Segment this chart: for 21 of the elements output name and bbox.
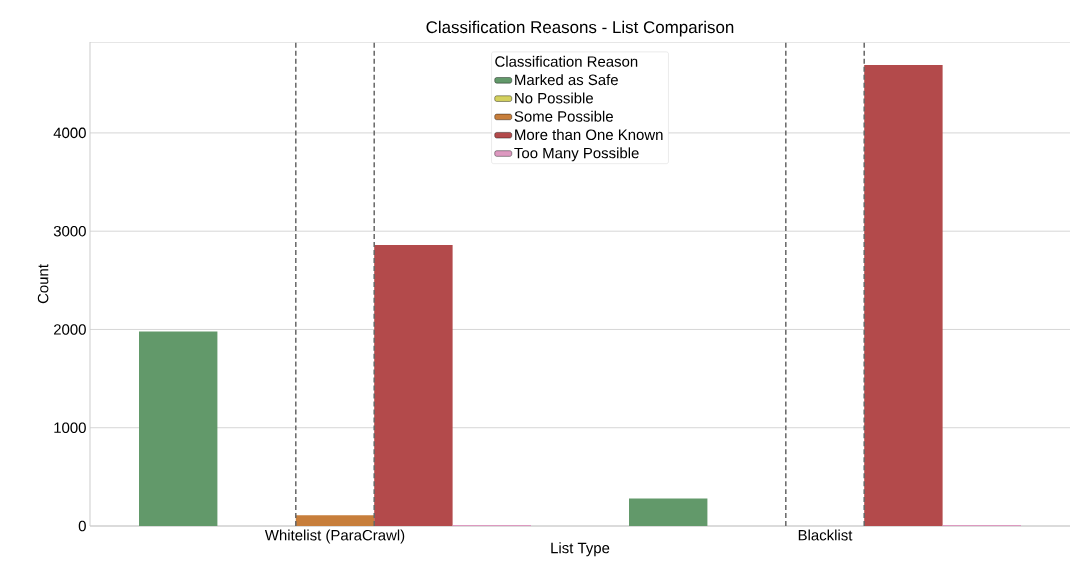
- legend-label: Too Many Possible: [514, 147, 639, 162]
- y-tick-label: 0: [78, 520, 86, 532]
- legend-label: Marked as Safe: [515, 74, 618, 86]
- bar: [864, 65, 943, 526]
- legend-title: Classification Reason: [495, 55, 638, 67]
- legend-label: No Possible: [515, 92, 593, 104]
- bar: [374, 244, 453, 526]
- legend-label: Some Possible: [514, 110, 613, 122]
- y-tick-label: 2000: [53, 324, 86, 335]
- x-tick-label: Blacklist: [798, 529, 853, 541]
- x-tick-label: Whitelist (ParaCrawl): [264, 529, 405, 544]
- y-tick-label: 1000: [54, 422, 86, 434]
- y-tick-label: 3000: [53, 225, 86, 237]
- y-axis-title: Count: [37, 264, 49, 304]
- bar: [295, 515, 375, 526]
- x-axis-title: List Type: [551, 542, 610, 557]
- bar: [139, 331, 218, 526]
- chart-title: Classification Reasons - List Comparison: [426, 20, 734, 37]
- y-tick-label: 4000: [53, 127, 86, 139]
- bar: [629, 498, 708, 526]
- legend-label: More than One Known: [515, 129, 663, 141]
